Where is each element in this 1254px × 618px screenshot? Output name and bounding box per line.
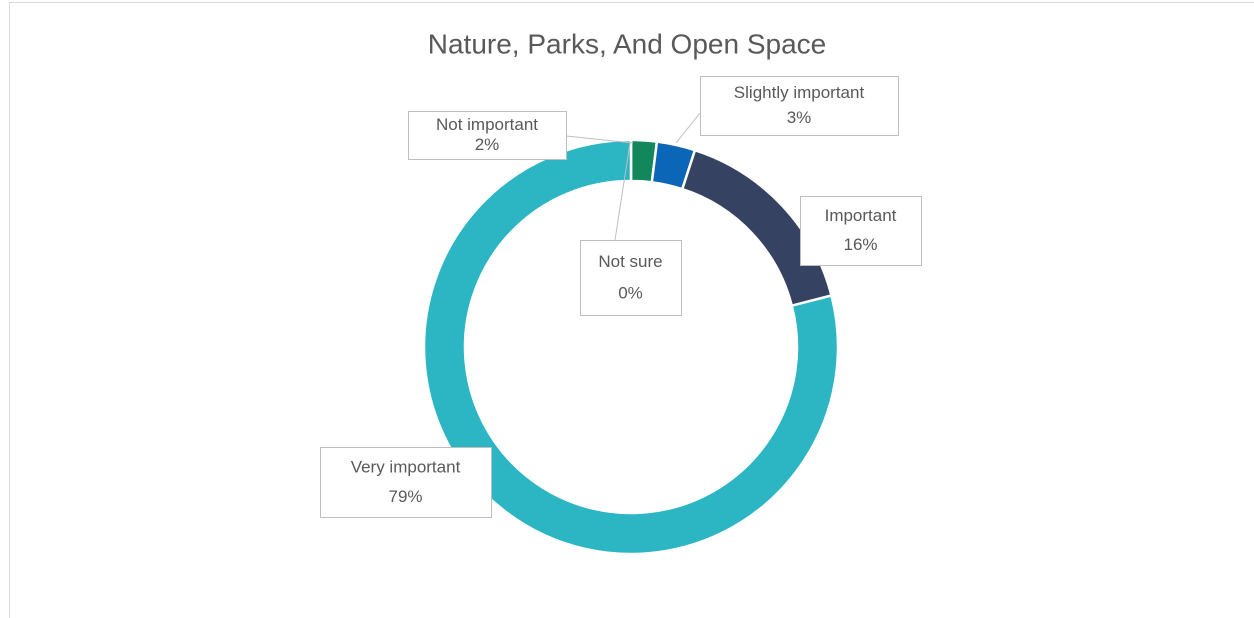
data-label-name: Not sure bbox=[598, 252, 662, 271]
data-label-name: Slightly important bbox=[734, 83, 865, 102]
data-label-value: 3% bbox=[787, 108, 812, 127]
data-label-name: Very important bbox=[351, 457, 461, 476]
label-box bbox=[408, 111, 567, 160]
data-label-value: 2% bbox=[475, 135, 500, 154]
label-box bbox=[800, 196, 922, 266]
data-label-value: 0% bbox=[618, 283, 643, 302]
chart-title: Nature, Parks, And Open Space bbox=[428, 28, 826, 59]
leader-line bbox=[614, 142, 631, 241]
data-label-name: Important bbox=[825, 206, 897, 225]
data-label-name: Not important bbox=[436, 115, 538, 134]
label-box bbox=[700, 76, 899, 136]
label-box bbox=[580, 240, 682, 316]
leader-line bbox=[565, 135, 634, 144]
label-box bbox=[320, 447, 492, 518]
leader-line bbox=[675, 112, 701, 144]
data-label-value: 79% bbox=[388, 487, 422, 506]
chart-frame bbox=[9, 2, 1254, 618]
donut-segment bbox=[422, 138, 840, 556]
data-label-value: 16% bbox=[843, 235, 877, 254]
